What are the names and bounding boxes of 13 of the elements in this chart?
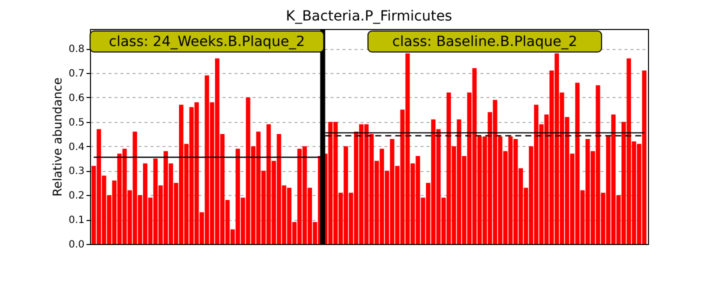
- y-tick-label: 0.6: [68, 92, 84, 104]
- chart-title: K_Bacteria.P_Firmicutes: [286, 8, 452, 24]
- annotation: class: 24_Weeks.B.Plaque_2: [108, 34, 305, 50]
- y-tick-label: 0.2: [68, 190, 84, 202]
- y-tick-label: 0.7: [68, 68, 84, 80]
- y-tick-label: 0.3: [68, 166, 84, 178]
- y-tick-label: 0.0: [68, 240, 84, 250]
- y-axis-title: Relative abundance: [50, 78, 65, 196]
- y-tick-label: 0.8: [68, 44, 84, 56]
- y-tick-label: 0.5: [68, 117, 84, 128]
- y-tick-label: 0.1: [68, 215, 84, 226]
- y-tick-label: 0.4: [68, 142, 84, 153]
- annotation: class: Baseline.B.Plaque_2: [392, 34, 578, 50]
